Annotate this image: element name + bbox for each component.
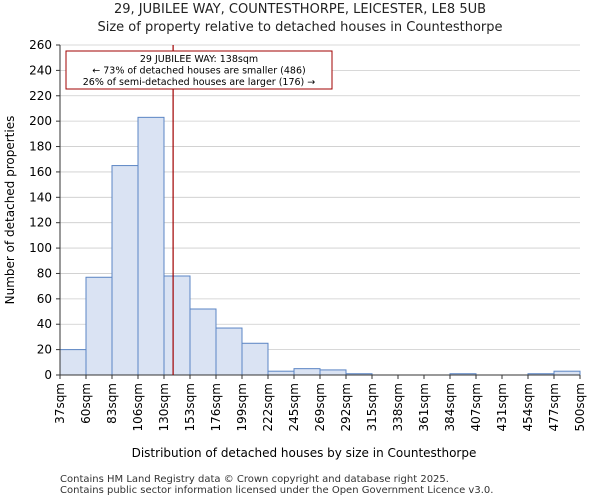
histogram-bar — [137, 116, 165, 376]
x-tick-label: 60sqm — [79, 383, 93, 424]
x-tick-label: 477sqm — [547, 383, 561, 431]
chart-subtitle: Size of property relative to detached ho… — [97, 20, 503, 35]
x-tick-label: 431sqm — [495, 383, 509, 431]
histogram-bar — [241, 342, 269, 376]
histogram-bar — [293, 368, 321, 376]
x-tick-label: 500sqm — [573, 383, 587, 431]
annotation-line-1: 29 JUBILEE WAY: 138sqm — [140, 54, 258, 65]
footer-licence: Contains public sector information licen… — [60, 485, 494, 496]
x-tick-label: 106sqm — [131, 383, 145, 431]
x-tick-label: 83sqm — [105, 383, 119, 424]
x-axis-label: Distribution of detached houses by size … — [132, 446, 477, 460]
x-tick-label: 153sqm — [183, 383, 197, 431]
y-tick-label: 240 — [29, 63, 52, 77]
x-tick-label: 176sqm — [209, 383, 223, 431]
chart-title: 29, JUBILEE WAY, COUNTESTHORPE, LEICESTE… — [113, 2, 487, 17]
y-tick-label: 200 — [29, 114, 52, 128]
histogram-bar — [163, 275, 191, 376]
y-tick-label: 100 — [29, 241, 52, 255]
x-tick-label: 269sqm — [313, 383, 327, 431]
x-tick-label: 245sqm — [287, 383, 301, 431]
y-tick-label: 20 — [37, 343, 52, 357]
x-tick-label: 454sqm — [521, 383, 535, 431]
x-tick-label: 315sqm — [365, 383, 379, 431]
y-tick-label: 140 — [29, 190, 52, 204]
histogram-chart: 0 20 40 60 80 100 120 140 160 180 200 220 240 260 37s… — [3, 38, 587, 460]
y-tick-label: 120 — [29, 216, 52, 230]
x-tick-label: 338sqm — [391, 383, 405, 431]
histogram-bar — [59, 349, 87, 376]
annotation-line-2: ← 73% of detached houses are smaller (48… — [92, 66, 305, 77]
histogram-bar — [319, 369, 347, 376]
histogram-bar — [215, 327, 243, 376]
x-tick-label: 361sqm — [417, 383, 431, 431]
annotation-line-3: 26% of semi-detached houses are larger (… — [83, 77, 316, 88]
x-tick-label: 384sqm — [443, 383, 457, 431]
y-tick-label: 0 — [44, 368, 52, 382]
y-tick-label: 180 — [29, 140, 52, 154]
y-tick-label: 260 — [29, 38, 52, 52]
y-tick-label: 60 — [37, 292, 52, 306]
x-tick-label: 222sqm — [261, 383, 275, 431]
x-tick-label: 37sqm — [53, 383, 67, 424]
histogram-bar — [189, 308, 217, 376]
histogram-bar — [553, 370, 581, 376]
y-axis-label: Number of detached properties — [3, 116, 17, 305]
histogram-bar — [85, 276, 113, 376]
footer-copyright: Contains HM Land Registry data © Crown c… — [60, 474, 449, 485]
annotation-box: 29 JUBILEE WAY: 138sqm ← 73% of detached… — [65, 50, 333, 90]
y-tick-label: 40 — [37, 317, 52, 331]
y-tick-label: 220 — [29, 89, 52, 103]
y-tick-label: 160 — [29, 165, 52, 179]
histogram-bar — [111, 165, 139, 376]
y-tick-label: 80 — [37, 266, 52, 280]
x-tick-label: 199sqm — [235, 383, 249, 431]
histogram-bar — [267, 370, 295, 376]
x-tick-label: 407sqm — [469, 383, 483, 431]
x-tick-label: 130sqm — [157, 383, 171, 431]
x-tick-label: 292sqm — [339, 383, 353, 431]
